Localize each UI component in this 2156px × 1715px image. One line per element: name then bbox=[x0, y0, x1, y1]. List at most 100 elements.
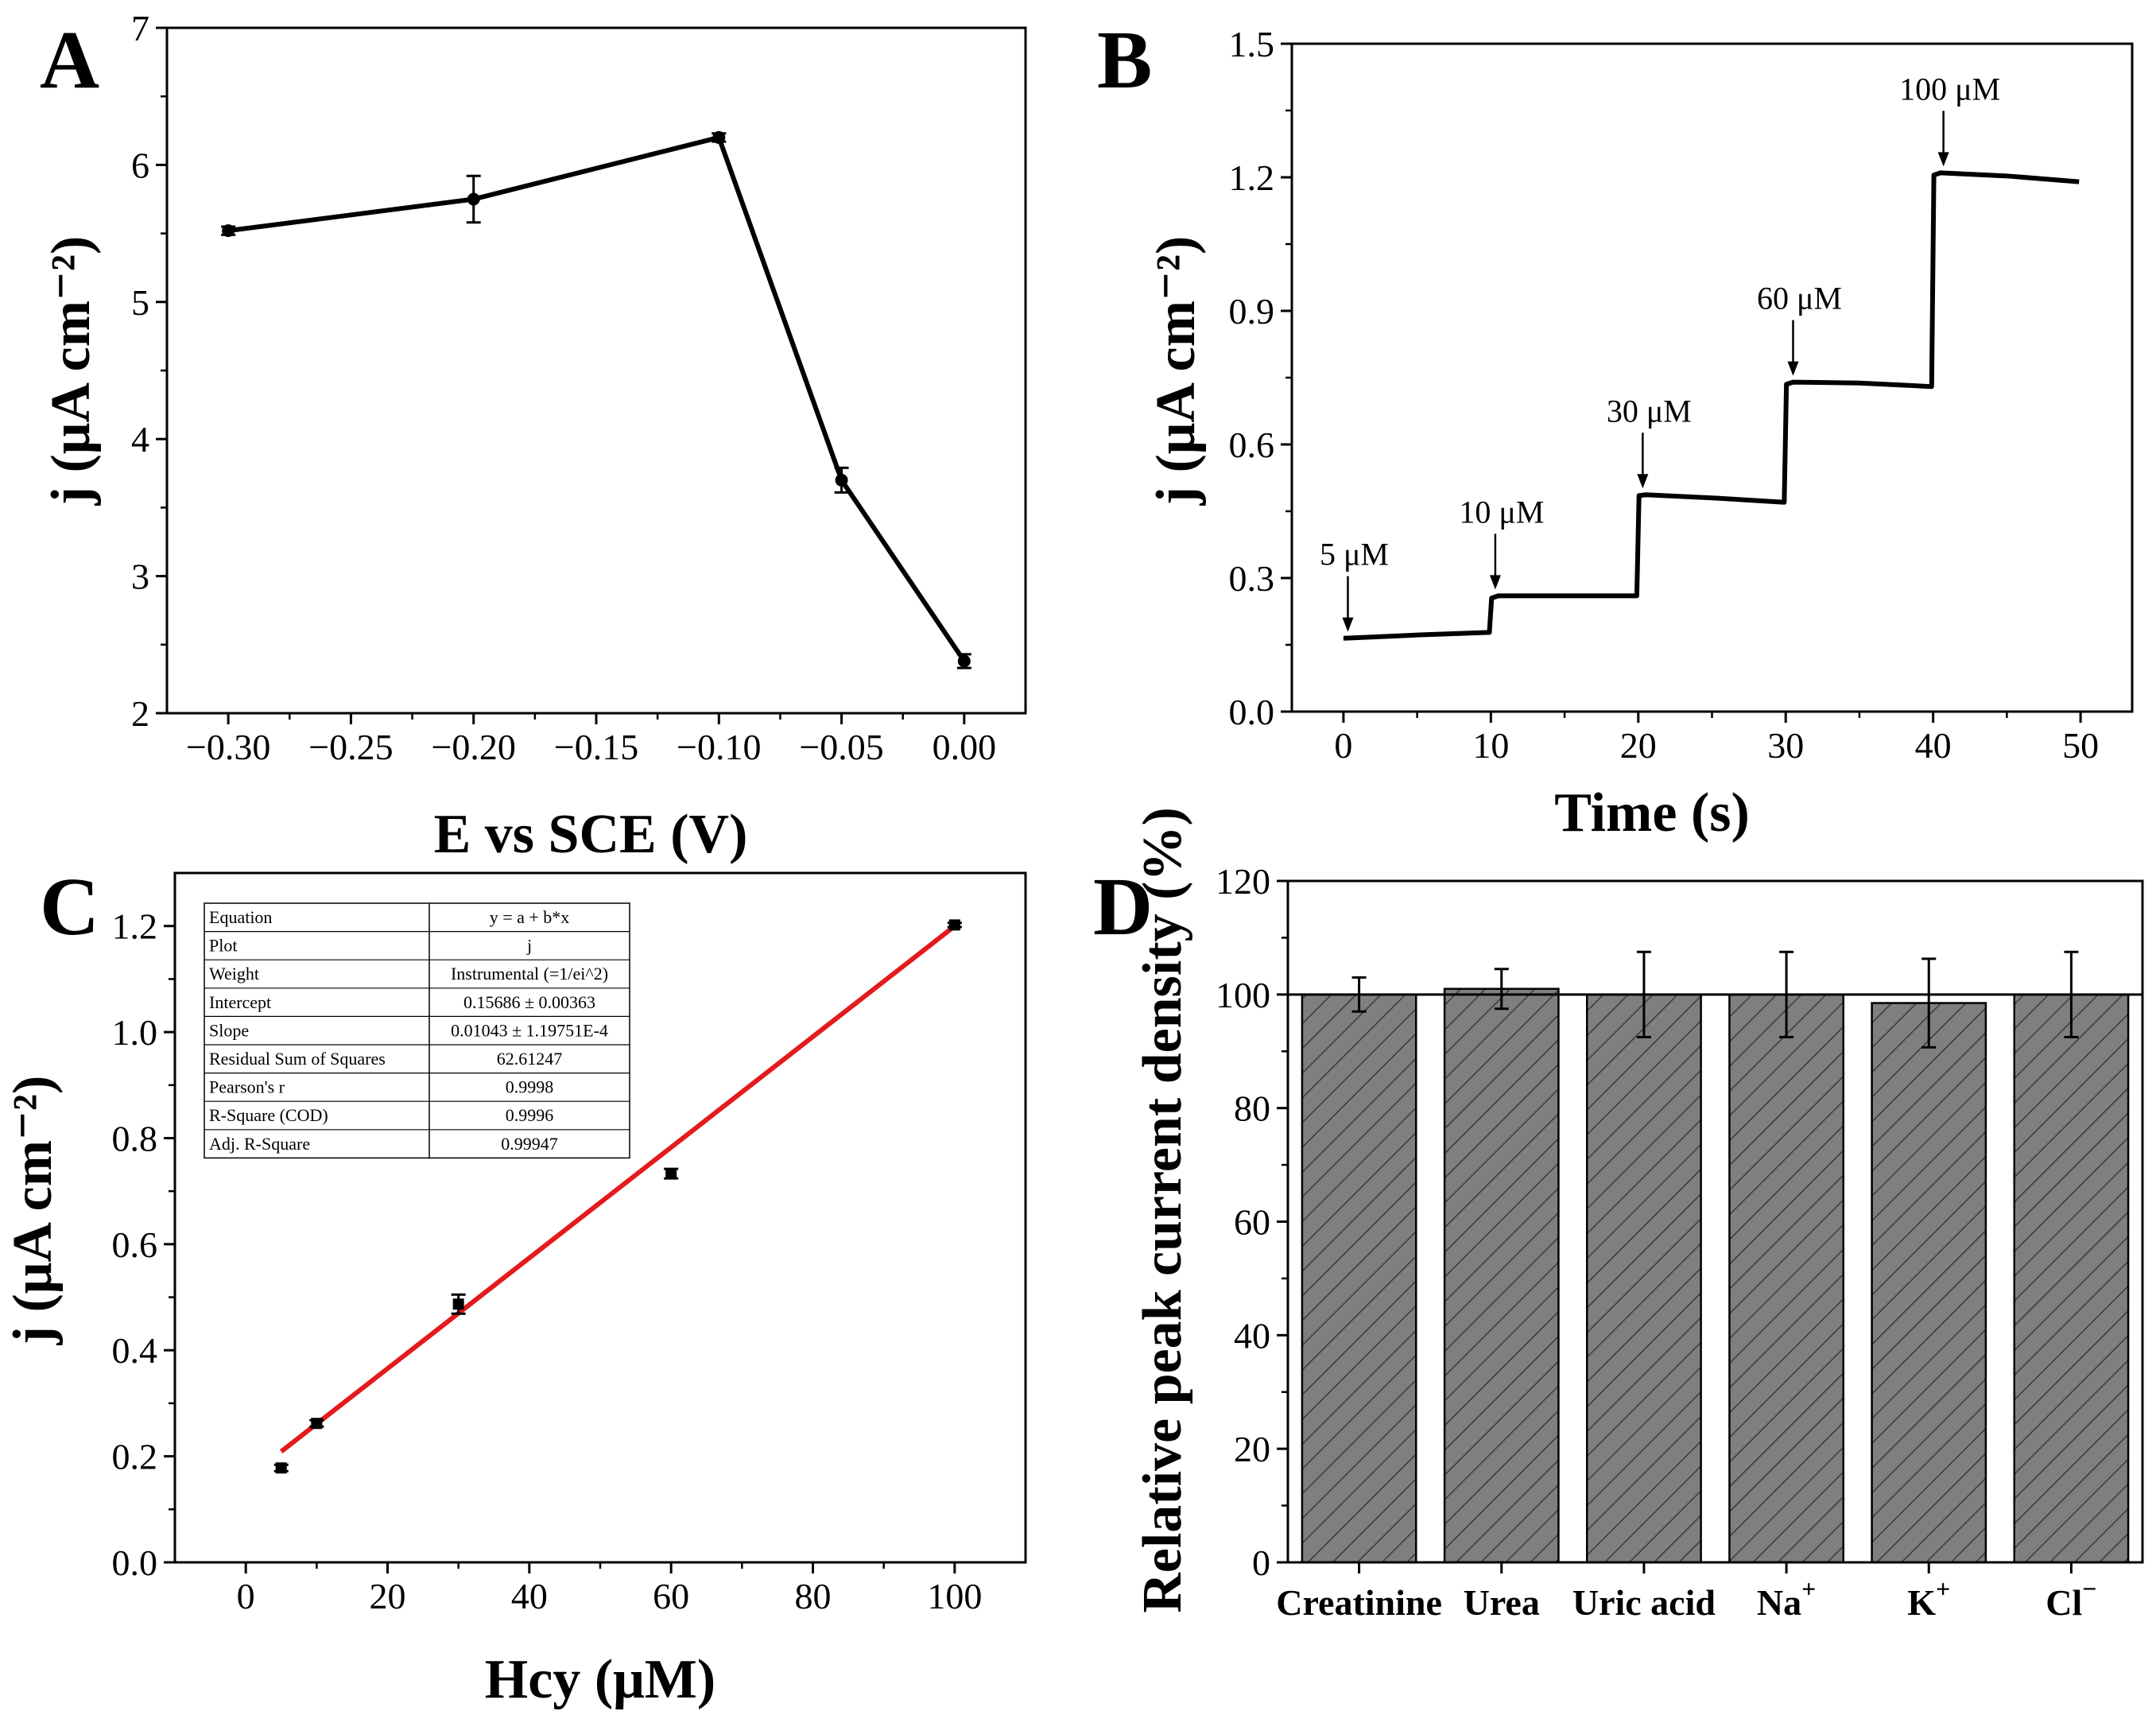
chart-b-arrow-head bbox=[1787, 361, 1799, 376]
chart-d-xtick-label: K+ bbox=[1907, 1574, 1950, 1623]
chart-a-point bbox=[222, 224, 235, 238]
chart-d-ytick-label: 60 bbox=[1234, 1202, 1270, 1243]
chart-a-xtick-label: −0.05 bbox=[799, 727, 883, 767]
chart-a-xtick-label: −0.25 bbox=[308, 727, 393, 767]
chart-a-ytick-label: 4 bbox=[131, 419, 149, 460]
chart-b-annotation: 60 μM bbox=[1757, 281, 1842, 316]
chart-c-ytick-label: 0.6 bbox=[112, 1224, 158, 1265]
chart-d-xtick-superscript: + bbox=[1801, 1574, 1816, 1603]
chart-a-point bbox=[712, 130, 726, 144]
chart-c-ylabel: j (μA cm⁻²) bbox=[2, 1076, 64, 1346]
chart-c-xlabel: Hcy (μM) bbox=[485, 1649, 715, 1710]
chart-b-arrow-head bbox=[1937, 152, 1949, 167]
chart-b-arrow-head bbox=[1342, 617, 1354, 632]
chart-a-ylabel: j (μA cm⁻²) bbox=[41, 236, 102, 506]
chart-c-ytick-label: 0.0 bbox=[112, 1542, 158, 1583]
chart-d-ytick-label: 120 bbox=[1216, 861, 1270, 902]
chart-d: Creatinine Urea Uric acid Na+ K+ Cl−020406080… bbox=[1216, 861, 2144, 1623]
chart-c-stats-key: R-Square (COD) bbox=[209, 1105, 328, 1125]
chart-d-xtick-text: Uric acid bbox=[1572, 1582, 1716, 1623]
chart-c-stats-table bbox=[204, 902, 630, 1159]
chart-d-xtick-text: Cl bbox=[2045, 1582, 2082, 1623]
chart-a-frame bbox=[165, 26, 1027, 715]
chart-b-annotation: 100 μM bbox=[1899, 71, 2000, 107]
chart-c-ytick-label: 1.0 bbox=[112, 1012, 158, 1053]
chart-c-stats-key: Weight bbox=[209, 964, 259, 984]
chart-b-frame bbox=[1290, 42, 2134, 713]
chart-d-bar bbox=[1871, 1002, 1987, 1564]
chart-c-point bbox=[948, 919, 960, 931]
chart-a-xtick-label: −0.15 bbox=[554, 727, 638, 767]
chart-c-stats-value: 0.9996 bbox=[506, 1105, 554, 1125]
chart-d-xtick-text: K bbox=[1907, 1582, 1936, 1623]
chart-d-ylabel: Relative peak current density (%) bbox=[1132, 807, 1193, 1613]
chart-a-ytick-label: 3 bbox=[131, 557, 149, 597]
chart-d-xtick-label: Urea bbox=[1464, 1582, 1540, 1623]
chart-b-ytick-label: 1.2 bbox=[1229, 157, 1275, 198]
chart-a-point bbox=[467, 192, 480, 206]
chart-b-annotation: 30 μM bbox=[1607, 393, 1692, 429]
chart-d-ytick-label: 100 bbox=[1216, 975, 1270, 1015]
chart-c-point bbox=[665, 1168, 677, 1180]
chart-c-xtick-label: 80 bbox=[795, 1576, 832, 1616]
chart-a-xtick-label: −0.10 bbox=[677, 727, 761, 767]
chart-d-xtick-label: Cl− bbox=[2045, 1574, 2096, 1623]
chart-b-ytick-label: 0.3 bbox=[1229, 558, 1275, 599]
chart-c-xtick-label: 20 bbox=[370, 1576, 406, 1616]
chart-b-arrow-head bbox=[1637, 474, 1649, 489]
chart-c-point bbox=[452, 1298, 464, 1310]
chart-d-xtick-superscript: + bbox=[1936, 1574, 1950, 1603]
chart-d-ytick-label: 40 bbox=[1234, 1315, 1270, 1356]
chart-d-bar bbox=[2013, 993, 2130, 1564]
chart-b-ytick-label: 0.0 bbox=[1229, 692, 1275, 732]
panel-label-d: D bbox=[1093, 861, 1153, 953]
chart-d-xtick-label: Creatinine bbox=[1276, 1582, 1442, 1623]
chart-c-stats-value: y = a + b*x bbox=[490, 907, 570, 927]
chart-b-xtick-label: 40 bbox=[1915, 725, 1952, 766]
chart-a-xtick-label: 0.00 bbox=[933, 727, 997, 767]
chart-c-stats-key: Residual Sum of Squares bbox=[209, 1049, 386, 1069]
chart-a-series-line bbox=[227, 134, 967, 663]
chart-c-stats-key: Pearson's r bbox=[209, 1077, 285, 1097]
chart-b-annotation: 10 μM bbox=[1459, 494, 1544, 530]
chart-d-xtick-text: Urea bbox=[1464, 1582, 1540, 1623]
chart-b-series-line bbox=[1343, 170, 2080, 641]
chart-d-ytick-label: 20 bbox=[1234, 1429, 1270, 1469]
chart-c-stats-key: Equation bbox=[209, 907, 272, 927]
chart-c-xtick-label: 0 bbox=[237, 1576, 255, 1616]
chart-d-xtick-text: Na bbox=[1757, 1582, 1801, 1623]
chart-a: −0.30 −0.25 −0.20 −0.15 −0.10 −0.05 0.00 2 3 4 5 6 7 bbox=[131, 8, 1027, 767]
chart-b-ytick-label: 1.5 bbox=[1229, 24, 1275, 64]
chart-b: 0 10 20 30 40 50 0.0 0.3 0.6 0.9 1.2 1.5 5 μM 10 μM 30… bbox=[1229, 24, 2134, 766]
chart-c-stats-key: Intercept bbox=[209, 992, 271, 1012]
chart-d-ytick-label: 0 bbox=[1252, 1542, 1270, 1583]
chart-c-ytick-label: 1.2 bbox=[112, 906, 158, 947]
chart-b-xtick-label: 50 bbox=[2062, 725, 2099, 766]
panel-label-c: C bbox=[40, 861, 99, 953]
chart-c: 0 20 40 60 80 100 0.0 0.2 0.4 0.6 0.8 1.0 1.2 Equatio… bbox=[112, 871, 1027, 1616]
chart-b-arrow-head bbox=[1489, 575, 1501, 590]
chart-c-stats-value: 0.01043 ± 1.19751E-4 bbox=[451, 1020, 608, 1040]
chart-b-xtick-label: 0 bbox=[1334, 725, 1352, 766]
chart-a-ytick-label: 2 bbox=[131, 693, 149, 734]
chart-c-stats-value: Instrumental (=1/ei^2) bbox=[451, 964, 608, 984]
chart-b-xlabel: Time (s) bbox=[1554, 782, 1750, 844]
chart-b-ylabel: j (μA cm⁻²) bbox=[1146, 236, 1207, 506]
chart-b-ytick-label: 0.9 bbox=[1229, 291, 1275, 332]
chart-a-ytick-label: 6 bbox=[131, 145, 149, 185]
chart-d-xtick-superscript: − bbox=[2082, 1574, 2096, 1603]
chart-c-stats-key: Slope bbox=[209, 1020, 249, 1040]
chart-b-ytick-label: 0.6 bbox=[1229, 425, 1275, 465]
chart-d-bar bbox=[1301, 993, 1417, 1564]
chart-c-stats-value: 0.9998 bbox=[506, 1077, 554, 1097]
chart-a-ytick-label: 5 bbox=[131, 282, 149, 323]
chart-c-stats-key: Adj. R-Square bbox=[209, 1134, 310, 1154]
chart-c-ytick-label: 0.2 bbox=[112, 1437, 158, 1477]
chart-d-xtick-text: Creatinine bbox=[1276, 1582, 1442, 1623]
chart-c-xtick-label: 100 bbox=[927, 1576, 982, 1616]
chart-c-point bbox=[275, 1462, 287, 1474]
chart-c-point bbox=[311, 1418, 323, 1430]
chart-c-ytick-label: 0.4 bbox=[112, 1330, 158, 1371]
chart-d-bar bbox=[1728, 993, 1845, 1564]
chart-c-stats-key: Plot bbox=[209, 936, 237, 956]
